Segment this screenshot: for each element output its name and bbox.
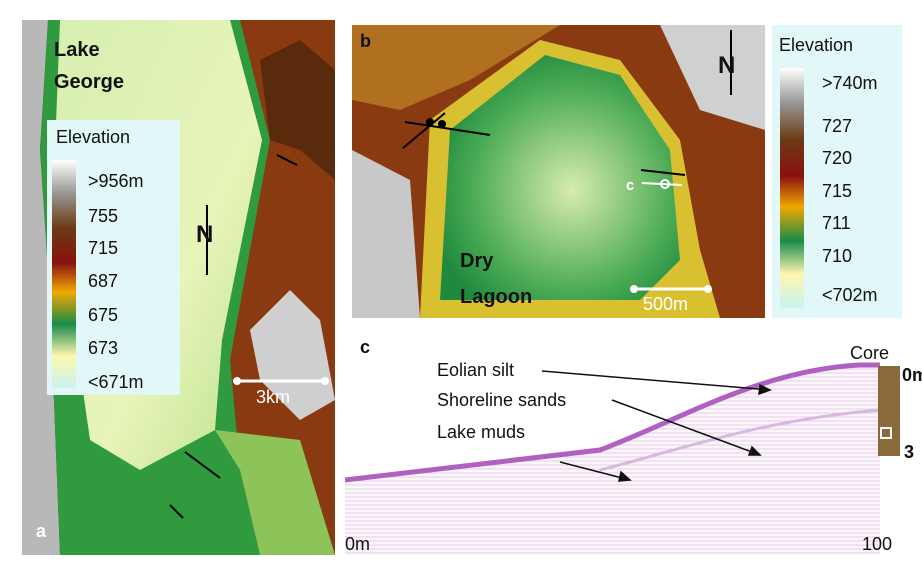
annotation: Lake muds bbox=[437, 423, 525, 443]
legend-title: Elevation bbox=[779, 36, 853, 56]
north-arrow-label: N bbox=[196, 222, 213, 248]
place-label: Dry Lagoon bbox=[460, 243, 560, 315]
legend-item: >956m bbox=[88, 172, 144, 192]
legend-item: 715 bbox=[822, 182, 852, 202]
core-label: Core bbox=[850, 344, 889, 364]
legend-item: >740m bbox=[822, 74, 878, 94]
radar-profile bbox=[340, 330, 915, 560]
legend-item: 711 bbox=[822, 214, 851, 234]
legend-item: <671m bbox=[88, 373, 144, 393]
panel-label: b bbox=[360, 32, 371, 52]
legend-item: <702m bbox=[822, 286, 878, 306]
depth-label: 0m bbox=[902, 366, 922, 386]
scale-bar-label: 3km bbox=[256, 388, 290, 408]
map-a bbox=[22, 20, 335, 555]
depth-label: 3 bbox=[904, 443, 914, 463]
legend-item: 727 bbox=[822, 117, 852, 137]
legend-item: 675 bbox=[88, 306, 118, 326]
legend-item: 673 bbox=[88, 339, 118, 359]
legend-item: 755 bbox=[88, 207, 118, 227]
x-axis-label: 100 bbox=[862, 535, 892, 555]
annotation: Eolian silt bbox=[437, 361, 514, 381]
annotation: Shoreline sands bbox=[437, 391, 566, 411]
figure: Lake George a Elevation >956m 755 715 687 675 67… bbox=[0, 0, 922, 563]
map-b bbox=[352, 25, 902, 318]
legend-item: 687 bbox=[88, 272, 118, 292]
legend-item: 710 bbox=[822, 247, 852, 267]
x-axis-label: 0m bbox=[345, 535, 370, 555]
legend-item: 715 bbox=[88, 239, 118, 259]
scale-bar-label: 500m bbox=[643, 295, 688, 315]
panel-label: c bbox=[360, 338, 370, 358]
north-arrow-label: N bbox=[718, 53, 735, 79]
legend-item: 720 bbox=[822, 149, 852, 169]
site-label: c bbox=[626, 178, 634, 195]
panel-label: a bbox=[36, 522, 46, 542]
map-title: Lake George bbox=[54, 34, 154, 98]
legend-title: Elevation bbox=[56, 128, 130, 148]
